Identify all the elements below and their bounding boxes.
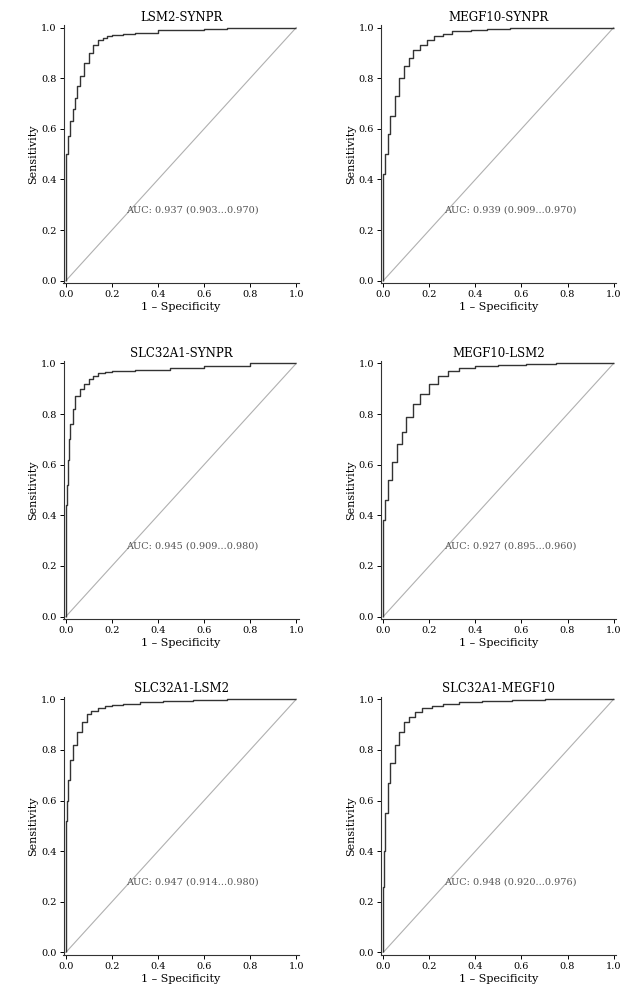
X-axis label: 1 – Specificity: 1 – Specificity xyxy=(142,302,221,312)
Y-axis label: Sensitivity: Sensitivity xyxy=(29,460,38,520)
Title: MEGF10-SYNPR: MEGF10-SYNPR xyxy=(448,11,549,24)
Text: AUC: 0.927 (0.895...0.960): AUC: 0.927 (0.895...0.960) xyxy=(444,541,576,550)
Text: AUC: 0.937 (0.903...0.970): AUC: 0.937 (0.903...0.970) xyxy=(126,205,259,214)
Y-axis label: Sensitivity: Sensitivity xyxy=(345,796,356,856)
X-axis label: 1 – Specificity: 1 – Specificity xyxy=(458,302,538,312)
X-axis label: 1 – Specificity: 1 – Specificity xyxy=(142,974,221,984)
Title: LSM2-SYNPR: LSM2-SYNPR xyxy=(140,11,222,24)
Text: AUC: 0.947 (0.914...0.980): AUC: 0.947 (0.914...0.980) xyxy=(126,877,259,886)
Title: MEGF10-LSM2: MEGF10-LSM2 xyxy=(452,347,545,360)
X-axis label: 1 – Specificity: 1 – Specificity xyxy=(142,638,221,648)
X-axis label: 1 – Specificity: 1 – Specificity xyxy=(458,974,538,984)
Y-axis label: Sensitivity: Sensitivity xyxy=(29,124,38,184)
Title: SLC32A1-MEGF10: SLC32A1-MEGF10 xyxy=(442,682,555,696)
Title: SLC32A1-LSM2: SLC32A1-LSM2 xyxy=(133,682,229,696)
X-axis label: 1 – Specificity: 1 – Specificity xyxy=(458,638,538,648)
Text: AUC: 0.948 (0.920...0.976): AUC: 0.948 (0.920...0.976) xyxy=(444,877,576,886)
Text: AUC: 0.939 (0.909...0.970): AUC: 0.939 (0.909...0.970) xyxy=(444,205,576,214)
Title: SLC32A1-SYNPR: SLC32A1-SYNPR xyxy=(130,347,232,360)
Y-axis label: Sensitivity: Sensitivity xyxy=(345,124,356,184)
Y-axis label: Sensitivity: Sensitivity xyxy=(29,796,38,856)
Text: AUC: 0.945 (0.909...0.980): AUC: 0.945 (0.909...0.980) xyxy=(126,541,258,550)
Y-axis label: Sensitivity: Sensitivity xyxy=(345,460,356,520)
